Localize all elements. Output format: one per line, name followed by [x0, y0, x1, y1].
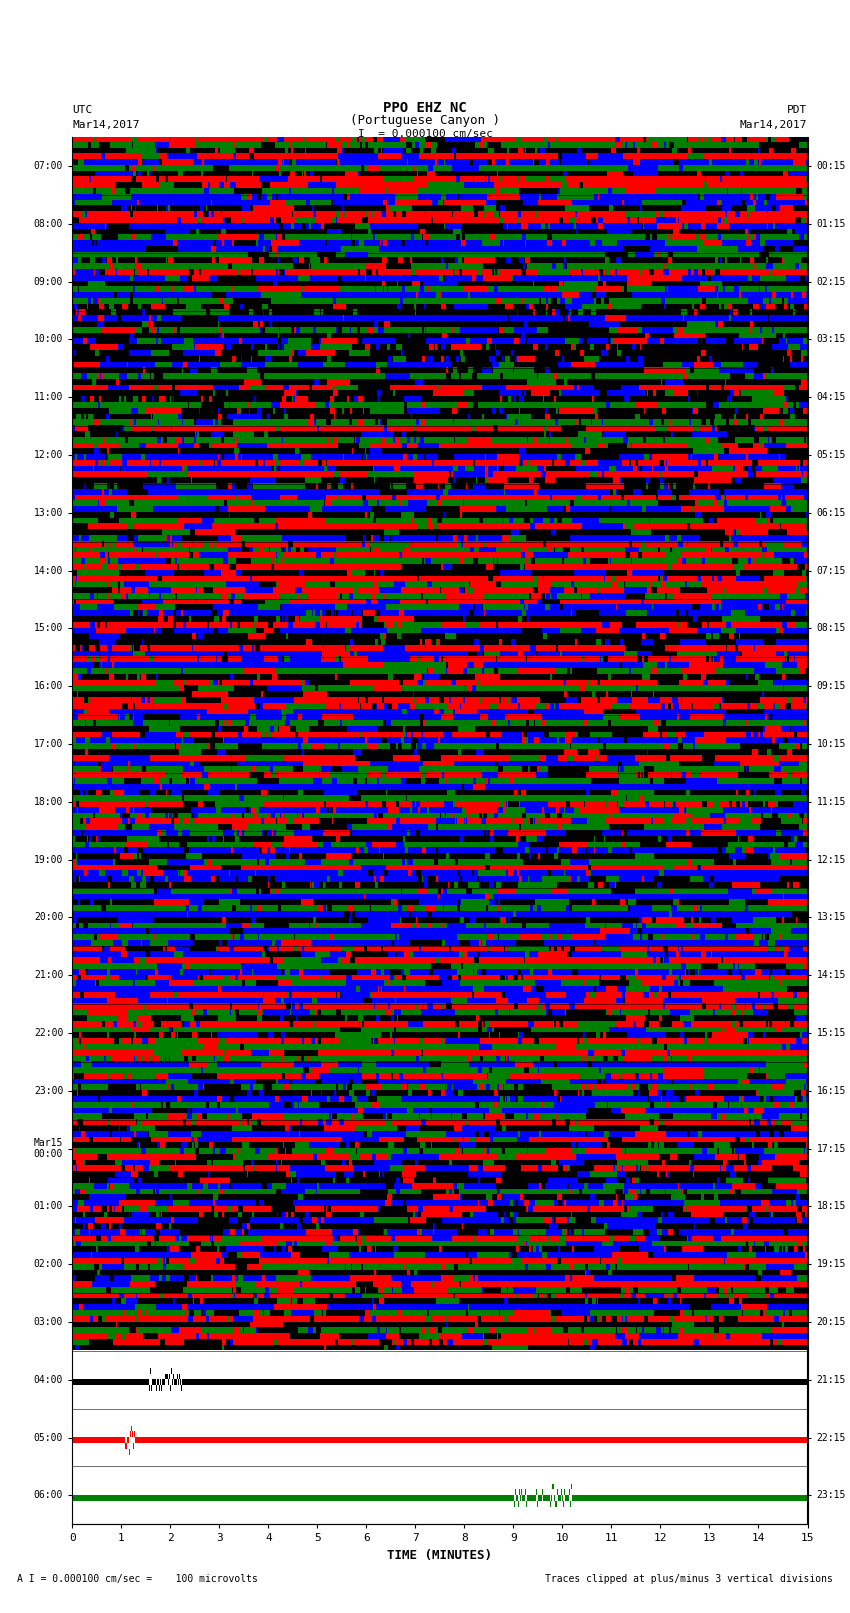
Text: Traces clipped at plus/minus 3 vertical divisions: Traces clipped at plus/minus 3 vertical … — [545, 1574, 833, 1584]
Text: (Portuguese Canyon ): (Portuguese Canyon ) — [350, 115, 500, 127]
Text: I  = 0.000100 cm/sec: I = 0.000100 cm/sec — [358, 129, 492, 139]
Text: A I = 0.000100 cm/sec =    100 microvolts: A I = 0.000100 cm/sec = 100 microvolts — [17, 1574, 258, 1584]
Text: PDT: PDT — [787, 105, 808, 116]
Text: Mar14,2017: Mar14,2017 — [72, 119, 139, 131]
Text: Mar14,2017: Mar14,2017 — [740, 119, 808, 131]
X-axis label: TIME (MINUTES): TIME (MINUTES) — [388, 1548, 492, 1561]
Text: UTC: UTC — [72, 105, 93, 116]
Text: PPO EHZ NC: PPO EHZ NC — [383, 102, 467, 116]
